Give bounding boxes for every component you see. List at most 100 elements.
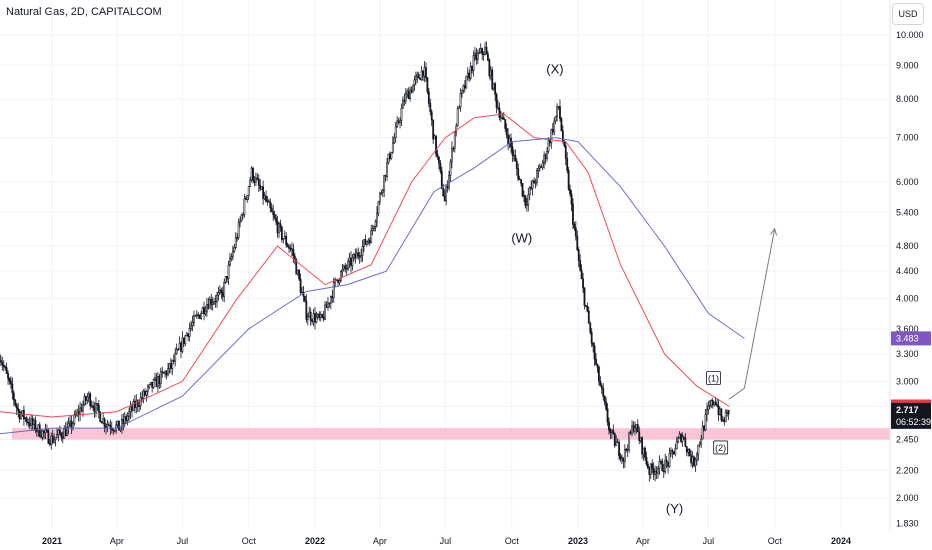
- candle-body: [358, 255, 361, 258]
- candle-body: [138, 405, 141, 408]
- candle-body: [46, 429, 48, 432]
- candle-body: [11, 383, 14, 394]
- candle-body: [252, 167, 254, 181]
- candle-body: [724, 411, 727, 423]
- candle-body: [213, 301, 216, 304]
- candle-body: [211, 302, 214, 305]
- candle-body: [596, 364, 599, 368]
- candle-body: [465, 75, 468, 89]
- candle-body: [312, 313, 315, 322]
- candle-body: [69, 420, 71, 424]
- candle-body: [649, 463, 652, 475]
- x-tick-label: Apr: [636, 536, 650, 546]
- candle-body: [177, 348, 179, 351]
- candle-body: [233, 247, 236, 252]
- candle-body: [719, 408, 721, 415]
- candle-body: [193, 315, 195, 323]
- y-tick-label: 3.000: [896, 376, 919, 386]
- candle-body: [182, 337, 185, 344]
- candle-body: [396, 120, 399, 128]
- candle-body: [89, 393, 92, 407]
- candle-body: [514, 155, 517, 162]
- candle-body: [8, 377, 11, 382]
- candle-body: [139, 397, 142, 407]
- currency-button[interactable]: USD: [892, 3, 924, 25]
- candle-body: [181, 337, 184, 352]
- candle-body: [291, 248, 293, 250]
- candle-body: [654, 471, 656, 475]
- candle-body: [59, 429, 61, 434]
- y-tick-label: 10.000: [896, 30, 924, 40]
- candle-body: [120, 419, 123, 429]
- candle-body: [622, 457, 625, 462]
- x-tick-label: 2024: [831, 536, 851, 546]
- candle-body: [142, 390, 145, 399]
- x-tick-label: Oct: [768, 536, 783, 546]
- candle-body: [472, 55, 475, 71]
- candle-body: [347, 260, 350, 269]
- last-price-badge: [891, 402, 931, 429]
- candle-body: [466, 72, 469, 77]
- y-tick-label: 4.400: [896, 266, 919, 276]
- candle-body: [419, 77, 422, 80]
- candle-body: [430, 111, 433, 121]
- candle-body: [658, 460, 661, 469]
- candle-body: [106, 424, 109, 427]
- candle-body: [218, 289, 221, 294]
- y-tick-label: 5.400: [896, 207, 919, 217]
- candle-body: [276, 221, 279, 234]
- candle-body: [626, 449, 629, 451]
- candle-body: [363, 239, 365, 247]
- candle-body: [361, 246, 364, 256]
- candle-body: [24, 417, 27, 420]
- y-tick-label: 1.830: [896, 519, 919, 529]
- candle-body: [174, 353, 177, 362]
- candle-body: [582, 278, 584, 289]
- projection-path: [729, 228, 776, 400]
- candle-body: [338, 280, 341, 283]
- candle-body: [40, 435, 43, 438]
- candle-body: [680, 433, 682, 442]
- candle-body: [547, 140, 550, 152]
- candle-body: [201, 307, 204, 314]
- candle-body: [524, 195, 527, 206]
- y-tick-label: 9.000: [896, 60, 919, 70]
- candle-body: [175, 349, 178, 354]
- candle-body: [260, 186, 263, 190]
- x-tick-label: Apr: [110, 536, 124, 546]
- candle-body: [255, 177, 257, 183]
- candle-body: [296, 270, 299, 275]
- candle-body: [530, 187, 533, 189]
- candle-body: [118, 420, 120, 431]
- candle-body: [661, 461, 664, 472]
- candle-body: [556, 106, 559, 117]
- candle-body: [644, 447, 646, 458]
- candle-body: [500, 117, 502, 119]
- candle-body: [329, 296, 332, 304]
- candle-body: [97, 404, 100, 413]
- candle-body: [282, 238, 285, 240]
- candle-body: [360, 255, 363, 258]
- candle-body: [327, 302, 329, 308]
- candle-body: [162, 372, 165, 374]
- candle-body: [425, 67, 427, 78]
- candle-body: [668, 453, 671, 467]
- candle-body: [61, 436, 64, 439]
- candle-body: [546, 151, 548, 159]
- candle-body: [657, 468, 659, 474]
- candle-body: [82, 404, 84, 412]
- candle-body: [693, 456, 695, 467]
- candle-body: [544, 154, 547, 159]
- projection: [729, 227, 778, 400]
- candle-body: [367, 239, 370, 243]
- candle-body: [84, 396, 87, 401]
- candle-body: [404, 93, 407, 102]
- candle-body: [95, 403, 97, 413]
- candle-body: [641, 437, 644, 455]
- candle-body: [489, 69, 492, 77]
- candle-body: [670, 450, 672, 454]
- candle-body: [420, 70, 423, 80]
- candle-body: [399, 119, 401, 123]
